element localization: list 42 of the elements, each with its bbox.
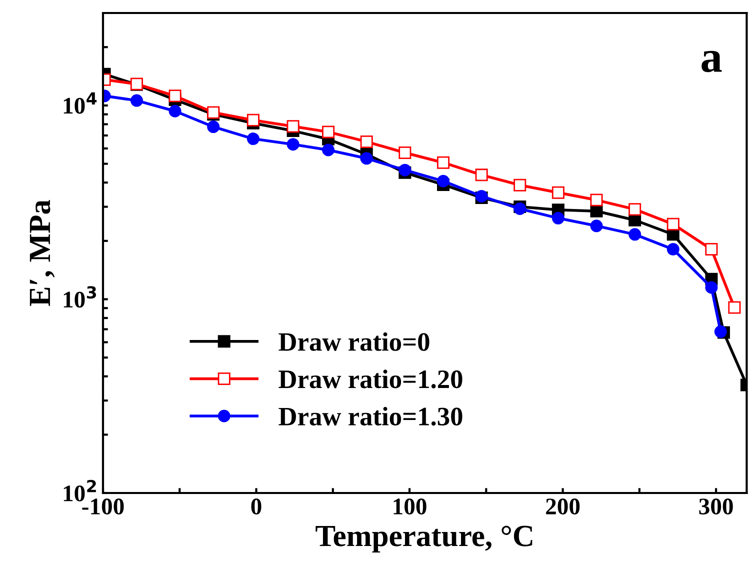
point bbox=[590, 220, 603, 232]
point bbox=[246, 132, 260, 146]
point bbox=[322, 144, 335, 156]
point bbox=[728, 301, 741, 314]
legend-label: Draw ratio=1.20 bbox=[278, 370, 462, 388]
point bbox=[436, 156, 450, 169]
point bbox=[398, 164, 412, 176]
x-axis-title: Temperature, °C bbox=[316, 526, 532, 553]
point bbox=[130, 94, 143, 107]
y-tick-label: 10$^{4}$ bbox=[64, 92, 97, 114]
point bbox=[475, 168, 488, 182]
point bbox=[360, 135, 373, 148]
point bbox=[168, 104, 182, 118]
point bbox=[436, 174, 450, 188]
point bbox=[552, 186, 564, 199]
x-tick-label: 0 bbox=[251, 498, 262, 514]
point bbox=[628, 228, 642, 241]
point bbox=[398, 146, 412, 160]
point bbox=[666, 243, 680, 256]
point bbox=[705, 281, 718, 294]
point bbox=[322, 126, 335, 138]
point bbox=[628, 203, 642, 216]
legend-label: Draw ratio=1.30 bbox=[278, 406, 462, 426]
y-tick-label: 10$^{3}$ bbox=[64, 286, 96, 308]
point bbox=[286, 120, 300, 133]
point bbox=[246, 114, 260, 126]
point bbox=[590, 194, 603, 206]
annotation: a bbox=[702, 50, 722, 72]
x-tick-label: 300 bbox=[699, 498, 733, 514]
x-tick-label: 200 bbox=[546, 498, 580, 514]
point bbox=[705, 243, 718, 256]
point bbox=[514, 178, 526, 192]
legend-label: Draw ratio=0 bbox=[278, 332, 430, 351]
y-axis-title: E′, MPa bbox=[30, 200, 55, 306]
point bbox=[207, 120, 220, 134]
point bbox=[714, 325, 727, 338]
x-tick-label: 100 bbox=[394, 498, 426, 514]
point bbox=[286, 138, 300, 151]
point bbox=[168, 90, 182, 102]
point bbox=[666, 218, 680, 230]
point bbox=[552, 212, 564, 224]
point bbox=[360, 152, 373, 165]
